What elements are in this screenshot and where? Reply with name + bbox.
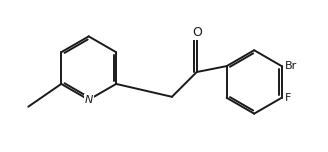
Text: N: N [85,95,93,105]
Text: F: F [285,93,291,103]
Text: Br: Br [285,61,297,71]
Text: O: O [192,26,202,39]
